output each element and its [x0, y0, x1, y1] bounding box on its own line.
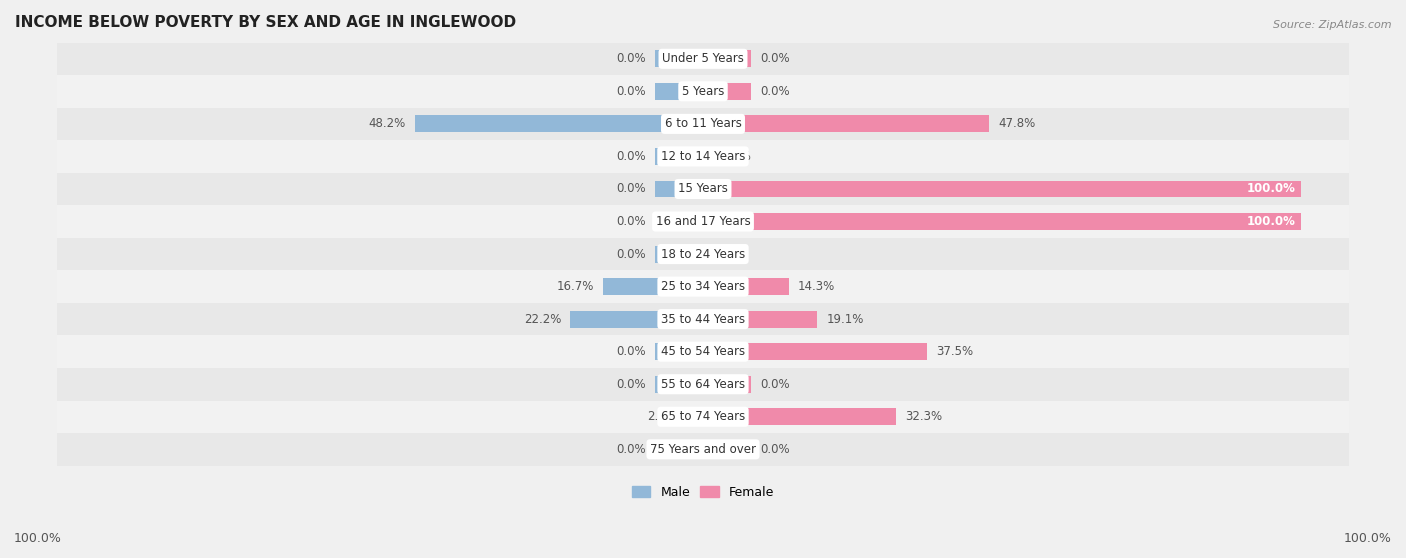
Bar: [703, 50, 751, 68]
Text: 35 to 44 Years: 35 to 44 Years: [661, 312, 745, 326]
Bar: [56, 303, 1350, 335]
Bar: [56, 238, 1350, 270]
Text: 100.0%: 100.0%: [1246, 182, 1295, 195]
Text: 0.0%: 0.0%: [617, 215, 647, 228]
Bar: [703, 83, 751, 100]
Text: 0.0%: 0.0%: [617, 248, 647, 261]
Text: 0.0%: 0.0%: [759, 443, 789, 456]
Bar: [603, 278, 703, 295]
Text: Source: ZipAtlas.com: Source: ZipAtlas.com: [1274, 20, 1392, 30]
Text: 0.0%: 0.0%: [759, 85, 789, 98]
Text: 0.0%: 0.0%: [759, 378, 789, 391]
Text: 16 and 17 Years: 16 and 17 Years: [655, 215, 751, 228]
Bar: [415, 116, 703, 132]
Text: 22.2%: 22.2%: [524, 312, 561, 326]
Bar: [56, 172, 1350, 205]
Text: 55 to 64 Years: 55 to 64 Years: [661, 378, 745, 391]
Bar: [703, 246, 709, 262]
Bar: [703, 180, 1302, 198]
Bar: [655, 180, 703, 198]
Text: 37.5%: 37.5%: [936, 345, 973, 358]
Text: 12 to 14 Years: 12 to 14 Years: [661, 150, 745, 163]
Bar: [703, 116, 988, 132]
Text: 100.0%: 100.0%: [14, 532, 62, 545]
Text: 0.0%: 0.0%: [617, 150, 647, 163]
Bar: [655, 376, 703, 393]
Text: 18 to 24 Years: 18 to 24 Years: [661, 248, 745, 261]
Bar: [56, 433, 1350, 465]
Bar: [571, 311, 703, 328]
Bar: [56, 140, 1350, 172]
Bar: [56, 75, 1350, 108]
Bar: [703, 278, 789, 295]
Bar: [56, 368, 1350, 401]
Text: 0.0%: 0.0%: [617, 52, 647, 65]
Bar: [703, 343, 928, 360]
Text: 0.0%: 0.0%: [617, 182, 647, 195]
Text: 45 to 54 Years: 45 to 54 Years: [661, 345, 745, 358]
Bar: [56, 401, 1350, 433]
Bar: [655, 50, 703, 68]
Text: 6 to 11 Years: 6 to 11 Years: [665, 117, 741, 131]
Text: 16.7%: 16.7%: [557, 280, 595, 293]
Text: 2.8%: 2.8%: [648, 410, 678, 424]
Text: 32.3%: 32.3%: [905, 410, 942, 424]
Bar: [655, 83, 703, 100]
Text: 65 to 74 Years: 65 to 74 Years: [661, 410, 745, 424]
Text: 100.0%: 100.0%: [1344, 532, 1392, 545]
Bar: [56, 205, 1350, 238]
Bar: [655, 441, 703, 458]
Text: 19.1%: 19.1%: [827, 312, 863, 326]
Bar: [703, 376, 751, 393]
Bar: [655, 343, 703, 360]
Text: 0.0%: 0.0%: [759, 52, 789, 65]
Text: 0.0%: 0.0%: [617, 345, 647, 358]
Bar: [655, 246, 703, 262]
Bar: [703, 148, 713, 165]
Bar: [703, 311, 817, 328]
Bar: [703, 408, 896, 425]
Bar: [56, 270, 1350, 303]
Text: 0.0%: 0.0%: [617, 85, 647, 98]
Text: 0.0%: 0.0%: [617, 378, 647, 391]
Text: 47.8%: 47.8%: [998, 117, 1035, 131]
Bar: [56, 335, 1350, 368]
Text: 15 Years: 15 Years: [678, 182, 728, 195]
Text: 75 Years and over: 75 Years and over: [650, 443, 756, 456]
Text: INCOME BELOW POVERTY BY SEX AND AGE IN INGLEWOOD: INCOME BELOW POVERTY BY SEX AND AGE IN I…: [15, 15, 516, 30]
Legend: Male, Female: Male, Female: [627, 480, 779, 504]
Text: 1.0%: 1.0%: [718, 248, 748, 261]
Bar: [56, 108, 1350, 140]
Text: 0.0%: 0.0%: [617, 443, 647, 456]
Text: 100.0%: 100.0%: [1246, 215, 1295, 228]
Bar: [703, 441, 751, 458]
Bar: [655, 213, 703, 230]
Text: 25 to 34 Years: 25 to 34 Years: [661, 280, 745, 293]
Text: 14.3%: 14.3%: [797, 280, 835, 293]
Text: Under 5 Years: Under 5 Years: [662, 52, 744, 65]
Bar: [56, 42, 1350, 75]
Bar: [686, 408, 703, 425]
Text: 5 Years: 5 Years: [682, 85, 724, 98]
Bar: [655, 148, 703, 165]
Bar: [703, 213, 1302, 230]
Text: 48.2%: 48.2%: [368, 117, 406, 131]
Text: 1.7%: 1.7%: [723, 150, 752, 163]
